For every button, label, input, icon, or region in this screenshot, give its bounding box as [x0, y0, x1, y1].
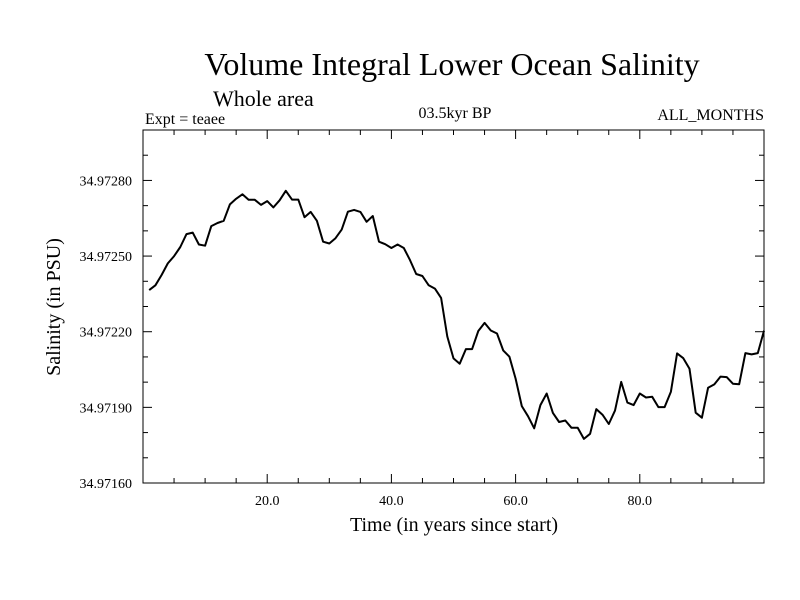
- x-tick-label: 80.0: [628, 494, 653, 509]
- y-tick-label: 34.97220: [80, 326, 133, 341]
- y-axis-label: Salinity (in PSU): [43, 238, 65, 376]
- x-tick-label: 60.0: [503, 494, 528, 509]
- x-tick-labels: 20.0 40.0 60.0 80.0: [255, 494, 652, 509]
- y-tick-label: 34.97160: [80, 477, 133, 492]
- y-tick-label: 34.97250: [80, 250, 133, 265]
- chart-subtitle: Whole area: [213, 86, 314, 111]
- x-axis-label: Time (in years since start): [350, 514, 558, 536]
- salinity-series-line: [148, 189, 765, 440]
- plot-area: [142, 129, 765, 484]
- y-tick-label: 34.97190: [80, 401, 133, 416]
- y-tick-label: 34.97280: [80, 174, 133, 189]
- x-tick-label: 40.0: [379, 494, 404, 509]
- period-label: 03.5kyr BP: [419, 105, 492, 122]
- experiment-label: Expt = teaee: [145, 111, 225, 128]
- months-label: ALL_MONTHS: [657, 107, 764, 124]
- ticks-layer: [142, 129, 765, 484]
- chart-title: Volume Integral Lower Ocean Salinity: [204, 46, 699, 82]
- y-tick-labels: 34.97160 34.97190 34.97220 34.97250 34.97280: [80, 174, 133, 492]
- x-tick-label: 20.0: [255, 494, 280, 509]
